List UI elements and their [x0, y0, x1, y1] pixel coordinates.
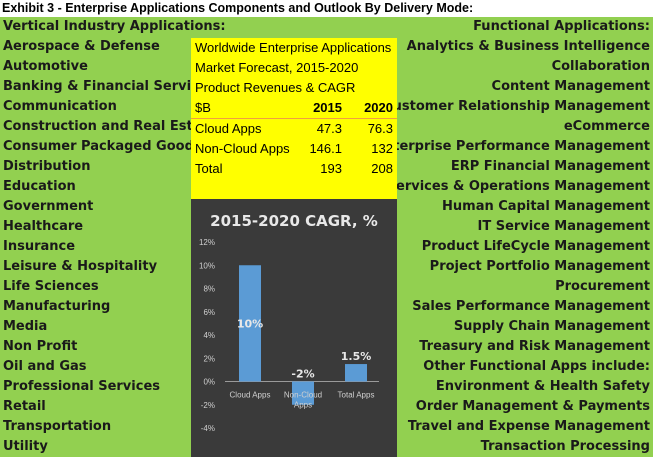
y-tick-label: 12% — [199, 238, 215, 247]
industry-list-item: Aerospace & Defense — [3, 39, 160, 54]
functional-list-item: Collaboration — [551, 59, 650, 74]
functional-list-item: Human Capital Management — [442, 199, 650, 214]
industry-list-item: Non Profit — [3, 339, 78, 354]
table-title-line-1: Worldwide Enterprise Applications — [195, 40, 392, 55]
industry-list-item: Retail — [3, 399, 46, 414]
industry-list-item: Distribution — [3, 159, 91, 174]
functional-list-item: Project Portfolio Management — [429, 259, 650, 274]
functional-list-item: Treasury and Risk Management — [419, 339, 650, 354]
functional-list-item: Transaction Processing — [480, 439, 650, 454]
table-divider — [191, 118, 397, 119]
functional-list-item: eCommerce — [563, 119, 650, 134]
header-2020: 2020 — [364, 100, 393, 115]
y-tick-label: 6% — [203, 308, 215, 317]
functional-list-item: Other Functional Apps include: — [423, 359, 650, 374]
functional-list-item: ERP Financial Management — [450, 159, 650, 174]
y-tick-label: 10% — [199, 261, 215, 270]
table-row: Cloud Apps 47.3 76.3 — [195, 121, 393, 136]
industry-list-item: Life Sciences — [3, 279, 99, 294]
cagr-chart-svg: 2015-2020 CAGR, % 12% 10% 8% 6% 4% 2% 0% -2% -4%… — [199, 212, 379, 433]
industry-list-item: Automotive — [3, 59, 88, 74]
functional-list-item: Analytics & Business Intelligence — [406, 39, 650, 54]
bar-total-apps — [345, 364, 367, 382]
functional-list-item: Environment & Health Safety — [435, 379, 650, 394]
functional-list-item: Order Management & Payments — [415, 399, 650, 414]
industry-list-item: Education — [3, 179, 76, 194]
table-header-row: $B 2015 2020 — [191, 98, 397, 118]
industry-list-item: Utility — [3, 439, 48, 454]
functional-list-item: Sales Performance Management — [412, 299, 650, 314]
functional-list-item: ERP Services & Operations Management — [353, 179, 650, 194]
y-tick-label: -2% — [201, 401, 215, 410]
data-label: 1.5% — [341, 350, 372, 363]
y-tick-label: 8% — [203, 285, 215, 294]
industry-list-item: Insurance — [3, 239, 76, 254]
bar-cloud-apps — [239, 265, 261, 382]
y-tick-label: 0% — [203, 378, 215, 387]
y-tick-label: 4% — [203, 331, 215, 340]
functional-list-item: Supply Chain Management — [453, 319, 650, 334]
functional-list-item: IT Service Management — [477, 219, 651, 234]
functional-applications-list: Functional Applications: Analytics & Busi… — [354, 17, 650, 457]
bar-non-cloud-apps — [292, 381, 314, 405]
data-label: 10% — [237, 317, 263, 330]
x-tick-label: Cloud Apps — [230, 391, 271, 400]
functional-list-item: Product LifeCycle Management — [421, 239, 650, 254]
industry-list-item: Manufacturing — [3, 299, 111, 314]
functional-list-item: Content Management — [491, 79, 650, 94]
functional-list-item: Travel and Expense Management — [407, 419, 650, 434]
industry-list-item: Healthcare — [3, 219, 84, 234]
data-label: -2% — [291, 368, 314, 381]
industry-list-item: Construction and Real Estate — [3, 119, 217, 134]
exhibit-title: Exhibit 3 - Enterprise Applications Comp… — [0, 0, 653, 17]
forecast-table: Worldwide Enterprise Applications Market… — [191, 38, 397, 199]
x-tick-label: Non-Cloud — [284, 391, 322, 400]
x-tick-label: Total Apps — [338, 391, 375, 400]
header-2015: 2015 — [313, 100, 342, 115]
functional-list-item: Customer Relationship Management — [383, 99, 650, 114]
industry-list-item: Government — [3, 199, 94, 214]
functional-list-item: Functional Applications: — [473, 19, 650, 34]
table-row: Total 193 208 — [195, 161, 393, 176]
industry-list-item: Oil and Gas — [3, 359, 87, 374]
table-row: Non-Cloud Apps 146.1 132 — [195, 141, 393, 156]
cagr-chart: 2015-2020 CAGR, % 12% 10% 8% 6% 4% 2% 0% -2% -4%… — [191, 199, 397, 457]
y-tick-label: 2% — [203, 354, 215, 363]
chart-title: 2015-2020 CAGR, % — [210, 212, 378, 230]
industry-list-item: Banking & Financial Services — [3, 79, 216, 94]
industry-list-item: Professional Services — [3, 379, 160, 394]
functional-list-item: Procurement — [555, 279, 650, 294]
industry-list-item: Communication — [3, 99, 117, 114]
table-title-line-2: Market Forecast, 2015-2020 — [195, 60, 359, 75]
x-tick-label: Apps — [294, 401, 312, 410]
table-title-line-3: Product Revenues & CAGR — [195, 80, 356, 95]
unit-label: $B — [195, 100, 211, 115]
functional-list-item: Enterprise Performance Management — [375, 139, 650, 154]
industry-list-item: Media — [3, 319, 48, 334]
industry-list-item: Leisure & Hospitality — [3, 259, 158, 274]
industry-list-item: Transportation — [3, 419, 112, 434]
y-tick-label: -4% — [201, 424, 215, 433]
vertical-industry-list: Vertical Industry Applications: Aerospace… — [3, 17, 226, 457]
industry-list-item: Consumer Packaged Goods — [3, 139, 202, 154]
industry-list-item: Vertical Industry Applications: — [3, 19, 226, 34]
